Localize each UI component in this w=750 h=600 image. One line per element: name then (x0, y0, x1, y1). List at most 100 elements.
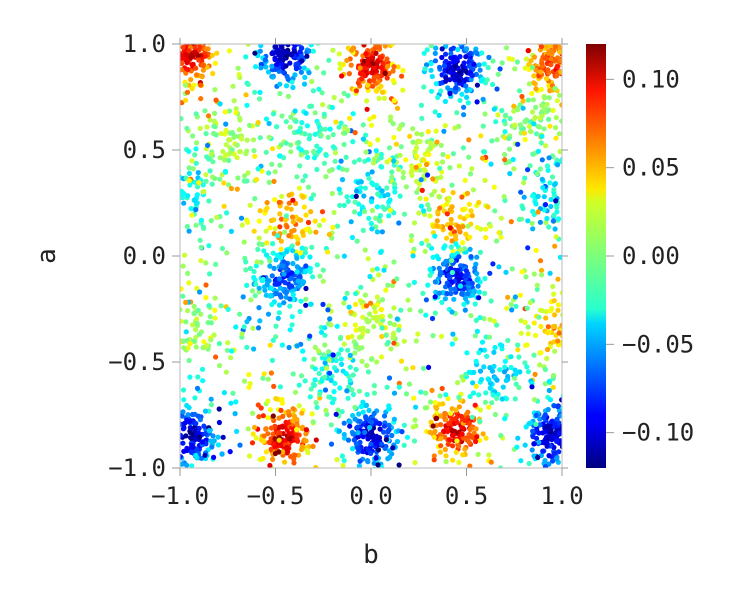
scatter-point (478, 376, 485, 383)
scatter-point (359, 358, 365, 364)
scatter-point (564, 428, 569, 433)
scatter-point (379, 297, 386, 303)
scatter-point (566, 134, 571, 139)
scatter-point (405, 297, 411, 303)
scatter-point (193, 420, 199, 427)
scatter-point (325, 307, 331, 313)
scatter-point (434, 160, 440, 167)
scatter-point (571, 83, 576, 88)
scatter-point (432, 50, 438, 57)
scatter-point (269, 146, 276, 152)
scatter-point (158, 330, 163, 335)
scatter-point (560, 343, 562, 349)
scatter-point (336, 428, 342, 434)
scatter-point (206, 243, 212, 249)
scatter-point (386, 422, 392, 428)
scatter-point (460, 240, 466, 246)
scatter-point (383, 34, 388, 39)
scatter-point (303, 296, 309, 302)
scatter-point (559, 102, 562, 108)
scatter-point (356, 388, 363, 394)
scatter-point (284, 444, 290, 451)
scatter-point (295, 240, 301, 246)
scatter-point (537, 422, 543, 428)
scatter-point (547, 123, 553, 129)
scatter-point (525, 331, 531, 337)
scatter-point (383, 287, 389, 293)
scatter-point (172, 217, 177, 222)
scatter-point (563, 167, 568, 172)
scatter-point (277, 211, 283, 217)
scatter-point (565, 433, 570, 438)
scatter-point (247, 265, 253, 271)
scatter-point (331, 94, 337, 101)
scatter-point (358, 185, 364, 191)
scatter-point (381, 267, 387, 273)
scatter-point (299, 58, 305, 64)
scatter-point (331, 389, 337, 395)
scatter-point (300, 348, 306, 354)
scatter-point (459, 291, 465, 297)
scatter-point (317, 146, 323, 152)
scatter-point (280, 29, 285, 34)
scatter-point (561, 161, 562, 164)
scatter-point (479, 155, 486, 161)
scatter-point (169, 337, 174, 342)
scatter-point (224, 210, 230, 216)
scatter-point (180, 461, 185, 467)
scatter-point (255, 166, 261, 172)
scatter-point (297, 163, 303, 169)
scatter-point (437, 269, 444, 275)
scatter-point (323, 174, 329, 180)
scatter-point (386, 213, 392, 219)
scatter-point (241, 378, 248, 384)
scatter-point (467, 393, 473, 400)
scatter-point (448, 291, 454, 297)
scatter-point (481, 364, 487, 370)
scatter-point (502, 197, 508, 204)
scatter-point (257, 89, 263, 95)
scatter-point (305, 184, 312, 190)
scatter-point (544, 101, 550, 107)
scatter-point (173, 430, 178, 435)
scatter-point (203, 172, 209, 178)
scatter-point (217, 101, 223, 107)
scatter-point (393, 141, 399, 147)
scatter-point (248, 297, 254, 303)
scatter-point (348, 62, 354, 68)
scatter-point (171, 407, 176, 412)
scatter-point (310, 88, 316, 94)
scatter-point (553, 115, 559, 121)
scatter-point (288, 142, 294, 148)
scatter-point (436, 290, 442, 296)
scatter-point (347, 352, 353, 358)
scatter-point (533, 421, 539, 427)
scatter-point (378, 151, 384, 157)
scatter-point (175, 423, 180, 428)
scatter-point (349, 446, 356, 452)
scatter-point (291, 48, 298, 55)
scatter-point (550, 107, 556, 113)
scatter-point (499, 107, 505, 114)
scatter-point (294, 269, 300, 275)
scatter-point (390, 77, 396, 84)
colorbar-tick-label: 0.10 (622, 65, 680, 93)
scatter-point (362, 208, 368, 215)
scatter-point (302, 250, 308, 256)
scatter-point (524, 305, 530, 311)
scatter-point (533, 67, 539, 73)
scatter-point (554, 204, 560, 210)
scatter-point (370, 160, 377, 166)
scatter-point (531, 352, 537, 358)
scatter-point (267, 258, 273, 264)
scatter-point (310, 48, 316, 54)
scatter-point (487, 316, 493, 323)
scatter-point (183, 433, 189, 439)
scatter-point (361, 44, 367, 47)
scatter-point (432, 400, 438, 406)
scatter-point (414, 131, 420, 137)
scatter-point (513, 381, 519, 387)
scatter-point (251, 148, 257, 154)
scatter-point (544, 443, 550, 449)
scatter-point (531, 211, 537, 217)
